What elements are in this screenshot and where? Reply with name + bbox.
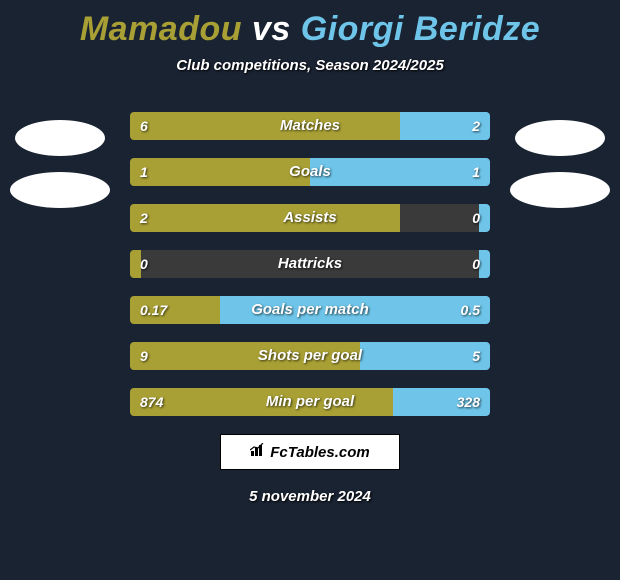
comparison-title: Mamadou vs Giorgi Beridze bbox=[0, 0, 620, 49]
stat-label: Goals per match bbox=[130, 296, 490, 324]
stat-label: Goals bbox=[130, 158, 490, 186]
stat-row: Goals1 1 bbox=[130, 158, 490, 186]
stat-value-left: 0 bbox=[140, 250, 148, 278]
brand-text: FcTables.com bbox=[270, 444, 369, 461]
stat-value-right: 2 bbox=[472, 112, 480, 140]
avatar-head-icon bbox=[15, 120, 105, 156]
stat-value-right: 0 bbox=[472, 204, 480, 232]
stat-row: Hattricks0 0 bbox=[130, 250, 490, 278]
comparison-bars: Matches62Goals11Assists20Hattricks00Goal… bbox=[130, 112, 490, 416]
date-text: 5 november 2024 bbox=[0, 488, 620, 505]
avatar-head-icon bbox=[515, 120, 605, 156]
stat-value-right: 0.5 bbox=[461, 296, 480, 324]
avatar-body-icon bbox=[10, 172, 110, 208]
stat-row: Assists2 0 bbox=[130, 204, 490, 232]
player2-name: Giorgi Beridze bbox=[301, 10, 540, 48]
stat-row: Matches6 2 bbox=[130, 112, 490, 140]
stat-value-left: 2 bbox=[140, 204, 148, 232]
player1-avatar bbox=[10, 110, 110, 210]
player1-name: Mamadou bbox=[80, 10, 242, 48]
stat-value-right: 328 bbox=[457, 388, 480, 416]
stat-label: Matches bbox=[130, 112, 490, 140]
avatar-body-icon bbox=[510, 172, 610, 208]
stat-row: Shots per goal9 5 bbox=[130, 342, 490, 370]
stat-value-left: 0.17 bbox=[140, 296, 167, 324]
stat-label: Shots per goal bbox=[130, 342, 490, 370]
stat-value-left: 1 bbox=[140, 158, 148, 186]
stat-value-left: 6 bbox=[140, 112, 148, 140]
vs-text: vs bbox=[252, 10, 291, 48]
stat-label: Hattricks bbox=[130, 250, 490, 278]
stat-value-right: 1 bbox=[472, 158, 480, 186]
subtitle: Club competitions, Season 2024/2025 bbox=[0, 57, 620, 74]
stat-label: Min per goal bbox=[130, 388, 490, 416]
stat-row: Goals per match0.17 0.5 bbox=[130, 296, 490, 324]
chart-icon bbox=[250, 443, 266, 461]
stat-value-right: 0 bbox=[472, 250, 480, 278]
stat-label: Assists bbox=[130, 204, 490, 232]
stat-value-left: 9 bbox=[140, 342, 148, 370]
stat-value-left: 874 bbox=[140, 388, 163, 416]
brand-box[interactable]: FcTables.com bbox=[220, 434, 400, 470]
stat-value-right: 5 bbox=[472, 342, 480, 370]
stat-row: Min per goal874 328 bbox=[130, 388, 490, 416]
player2-avatar bbox=[510, 110, 610, 210]
